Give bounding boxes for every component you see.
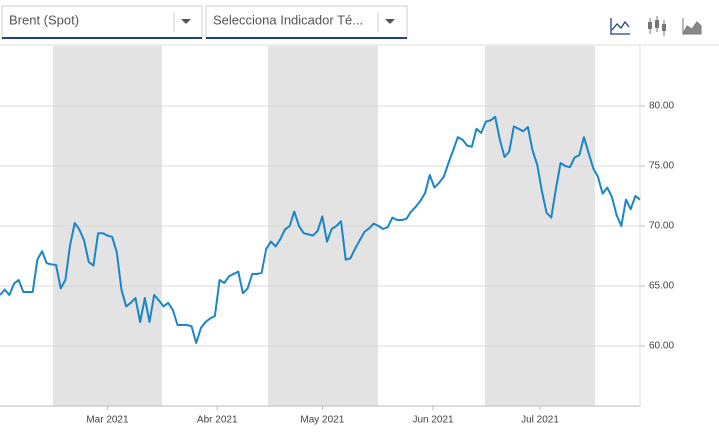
x-tick-label: Abr 2021 — [197, 415, 238, 426]
x-tick-label: Jun 2021 — [412, 415, 454, 426]
y-tick-label: 65.00 — [649, 281, 674, 292]
series-dropdown[interactable]: Brent (Spot) — [1, 5, 203, 39]
y-tick-label: 60.00 — [649, 341, 674, 352]
candle-chart-button[interactable] — [648, 16, 666, 36]
area-chart-button[interactable] — [682, 18, 702, 35]
x-tick-label: Jul 2021 — [521, 415, 559, 426]
y-tick-label: 70.00 — [649, 221, 674, 232]
y-tick-label: 80.00 — [649, 101, 674, 112]
price-line — [0, 115, 641, 344]
x-tick-label: Mar 2021 — [86, 415, 129, 426]
x-tick-label: May 2021 — [300, 415, 344, 426]
indicator-dropdown[interactable]: Selecciona Indicador Té... — [205, 5, 408, 39]
y-tick-label: 75.00 — [649, 161, 674, 172]
indicator-select: Selecciona Indicador Té... — [213, 12, 363, 27]
series-select: Brent (Spot) — [9, 12, 79, 27]
line-chart-button[interactable] — [610, 18, 630, 35]
